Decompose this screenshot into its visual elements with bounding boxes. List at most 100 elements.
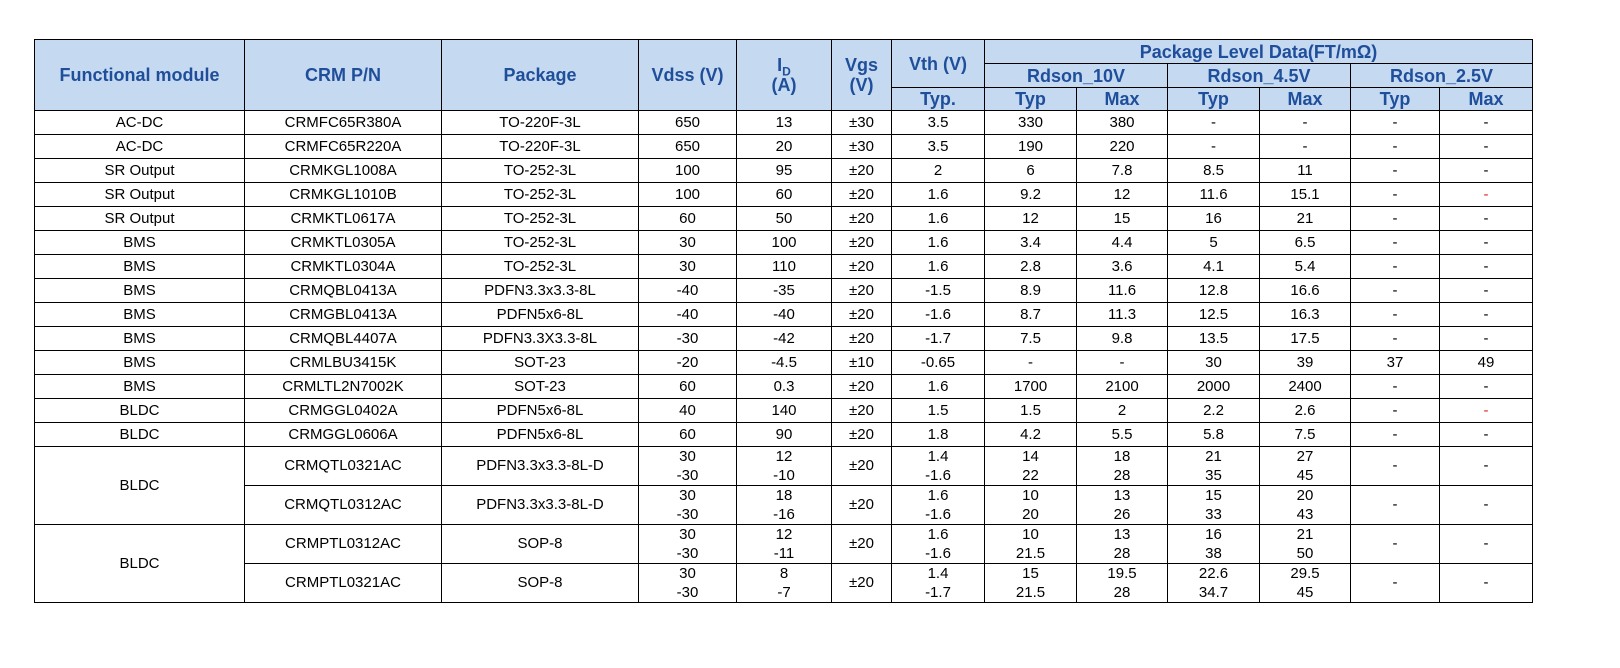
cell-rdson-10v-max: 2: [1076, 398, 1168, 423]
table-row: SR Output CRMKTL0617A TO-252-3L 60 50 ±20 1.6 1…: [34, 206, 1534, 231]
header-r25-max: Max: [1438, 87, 1534, 111]
cell-vgs: ±20: [831, 158, 892, 183]
cell-rdson-2-5v-typ: -: [1350, 278, 1440, 303]
cell-rdson-2-5v-max: -: [1438, 230, 1534, 255]
cell-vgs: ±20: [831, 230, 892, 255]
cell-id-line: 12: [775, 448, 793, 465]
cell-vdss-line: 30: [679, 487, 696, 504]
cell-rdson-10v-max: 220: [1076, 134, 1168, 159]
cell-rdson-4-5v-max-line: 45: [1296, 467, 1314, 484]
cell-rdson-4-5v-typ-line: 15: [1205, 487, 1222, 504]
cell-rdson-2-5v-typ: -: [1350, 182, 1440, 207]
cell-package: TO-252-3L: [441, 182, 639, 207]
cell-rdson-10v-max-line: 26: [1113, 506, 1131, 523]
cell-vth-typ: 1.4 -1.6: [891, 446, 985, 486]
cell-vdss: 650: [638, 134, 737, 159]
cell-vth-typ-line: 1.6: [927, 526, 949, 543]
cell-rdson-4-5v-typ: 12.5: [1167, 302, 1260, 327]
cell-rdson-10v-typ: 1700: [984, 374, 1077, 399]
cell-rdson-10v-typ: 10 20: [984, 485, 1077, 525]
cell-rdson-4-5v-max-line: 21: [1296, 526, 1314, 543]
cell-id: 20: [736, 134, 832, 159]
cell-vth-typ: -1.5: [891, 278, 985, 303]
cell-rdson-2-5v-max: -: [1438, 524, 1534, 564]
cell-vgs: ±10: [831, 350, 892, 375]
cell-package: TO-220F-3L: [441, 110, 639, 135]
cell-rdson-2-5v-max: 49: [1438, 350, 1534, 375]
cell-functional-module: BLDC: [34, 524, 245, 603]
cell-crm-pn: CRMFC65R220A: [244, 134, 442, 159]
cell-crm-pn: CRMQTL0321AC: [244, 446, 442, 486]
cell-crm-pn: CRMLBU3415K: [244, 350, 442, 375]
cell-package: PDFN3.3x3.3-8L-D: [441, 446, 639, 486]
cell-rdson-4-5v-max: 16.3: [1259, 302, 1351, 327]
cell-rdson-10v-max: 11.3: [1076, 302, 1168, 327]
header-r45-max: Max: [1259, 87, 1351, 111]
cell-rdson-4-5v-typ: 15 33: [1167, 485, 1260, 525]
header-id-symbol: I: [777, 55, 783, 75]
cell-functional-module: BLDC: [34, 446, 245, 525]
cell-rdson-4-5v-typ-line: 22.6: [1198, 565, 1229, 582]
cell-rdson-10v-typ-line: 14: [1022, 448, 1039, 465]
cell-rdson-2-5v-typ: -: [1350, 158, 1440, 183]
cell-rdson-4-5v-typ: 4.1: [1167, 254, 1260, 279]
cell-vdss: -30: [638, 326, 737, 351]
cell-rdson-4-5v-typ: 13.5: [1167, 326, 1260, 351]
cell-vth-typ-line: 1.6: [927, 487, 949, 504]
cell-vdss: 30 -30: [638, 446, 737, 486]
cell-vgs: ±20: [831, 182, 892, 207]
cell-rdson-10v-typ: 4.2: [984, 422, 1077, 447]
cell-vdss: 30 -30: [638, 563, 737, 603]
cell-rdson-4-5v-typ: 16 38: [1167, 524, 1260, 564]
cell-rdson-10v-max: 18 28: [1076, 446, 1168, 486]
cell-id: 60: [736, 182, 832, 207]
cell-id-line: 18: [775, 487, 793, 504]
cell-vdss-line: -30: [676, 545, 699, 562]
cell-package: TO-252-3L: [441, 230, 639, 255]
cell-package: PDFN5x6-8L: [441, 398, 639, 423]
cell-functional-module: AC-DC: [34, 110, 245, 135]
cell-rdson-10v-max: 15: [1076, 206, 1168, 231]
cell-vgs: ±20: [831, 254, 892, 279]
cell-vdss: 30 -30: [638, 485, 737, 525]
cell-rdson-10v-max-line: 19.5: [1107, 565, 1137, 582]
cell-rdson-10v-max: 3.6: [1076, 254, 1168, 279]
cell-rdson-10v-typ: 330: [984, 110, 1077, 135]
cell-functional-module: BMS: [34, 326, 245, 351]
cell-rdson-10v-typ: 9.2: [984, 182, 1077, 207]
cell-rdson-10v-typ: 14 22: [984, 446, 1077, 486]
cell-vdss: -40: [638, 302, 737, 327]
cell-vth-typ: -1.6: [891, 302, 985, 327]
table-row: SR Output CRMKGL1008A TO-252-3L 100 95 ±20 2 6 7…: [34, 158, 1534, 183]
cell-rdson-10v-max: 12: [1076, 182, 1168, 207]
cell-vgs: ±20: [831, 374, 892, 399]
cell-rdson-2-5v-max: -: [1438, 326, 1534, 351]
cell-rdson-10v-typ-line: 21.5: [1015, 545, 1046, 562]
cell-vgs: ±20: [831, 563, 892, 603]
cell-rdson-10v-max: 5.5: [1076, 422, 1168, 447]
table-row: SR Output CRMKGL1010B TO-252-3L 100 60 ±20 1.6…: [34, 182, 1534, 207]
cell-rdson-2-5v-typ: -: [1350, 110, 1440, 135]
header-vth: Vth (V): [891, 39, 985, 88]
cell-rdson-4-5v-max-line: 27: [1296, 448, 1314, 465]
cell-package: SOT-23: [441, 374, 639, 399]
cell-rdson-4-5v-typ: 21 35: [1167, 446, 1260, 486]
cell-rdson-10v-typ-line: 10: [1022, 526, 1039, 543]
cell-vdss: 100: [638, 182, 737, 207]
cell-id: 13: [736, 110, 832, 135]
header-r45-typ: Typ: [1167, 87, 1260, 111]
cell-vth-typ: 1.6: [891, 254, 985, 279]
header-vth-typ: Typ.: [891, 87, 985, 111]
cell-id: 12 -10: [736, 446, 832, 486]
table-row: BMS CRMLBU3415K SOT-23 -20 -4.5 ±10 -0.65- -30 3…: [34, 350, 1534, 375]
cell-vdss: 60: [638, 422, 737, 447]
cell-id: -35: [736, 278, 832, 303]
cell-functional-module: BMS: [34, 350, 245, 375]
cell-rdson-10v-typ: 10 21.5: [984, 524, 1077, 564]
cell-rdson-10v-max: 13 26: [1076, 485, 1168, 525]
cell-crm-pn: CRMKGL1010B: [244, 182, 442, 207]
cell-rdson-10v-typ-line: 10: [1022, 487, 1039, 504]
cell-rdson-2-5v-typ: -: [1350, 326, 1440, 351]
cell-rdson-4-5v-typ: 8.5: [1167, 158, 1260, 183]
cell-vth-typ: 1.4 -1.7: [891, 563, 985, 603]
